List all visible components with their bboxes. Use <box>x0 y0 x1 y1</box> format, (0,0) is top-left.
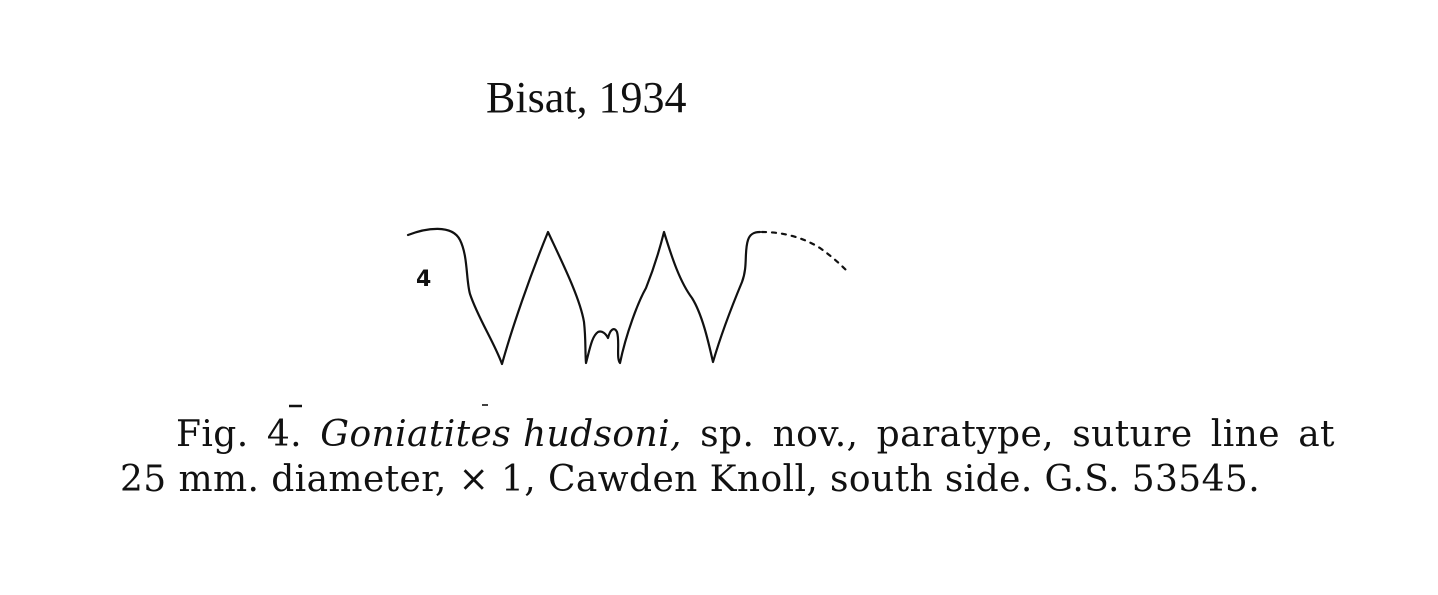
caption-word: nov., <box>772 414 859 455</box>
figure-caption: Fig. 4. Goniatites hudsoni, sp. nov., pa… <box>120 412 1335 502</box>
caption-fig-label: Fig. <box>176 414 249 455</box>
header-note: Bisat, 1934 <box>486 73 687 122</box>
suture-line-drawing: 4 <box>406 227 850 366</box>
suture-line-dashed-continuation <box>760 230 850 274</box>
caption-line-1: Fig. 4. Goniatites hudsoni, sp. nov., pa… <box>120 412 1335 457</box>
caption-word: at <box>1298 414 1335 455</box>
suture-line <box>406 227 762 366</box>
suture-line-figure: 4 <box>400 222 860 372</box>
caption-word: paratype, <box>876 414 1055 455</box>
caption-word: sp. <box>700 414 755 455</box>
figure-number-label: 4 <box>416 267 431 292</box>
caption-word: suture <box>1072 414 1193 455</box>
caption-fig-number: 4. <box>266 414 303 455</box>
caption-species-name: Goniatites hudsoni, <box>320 414 682 455</box>
caption-line-2: 25 mm. diameter, × 1, Cawden Knoll, sout… <box>120 459 1261 500</box>
caption-word: line <box>1210 414 1280 455</box>
